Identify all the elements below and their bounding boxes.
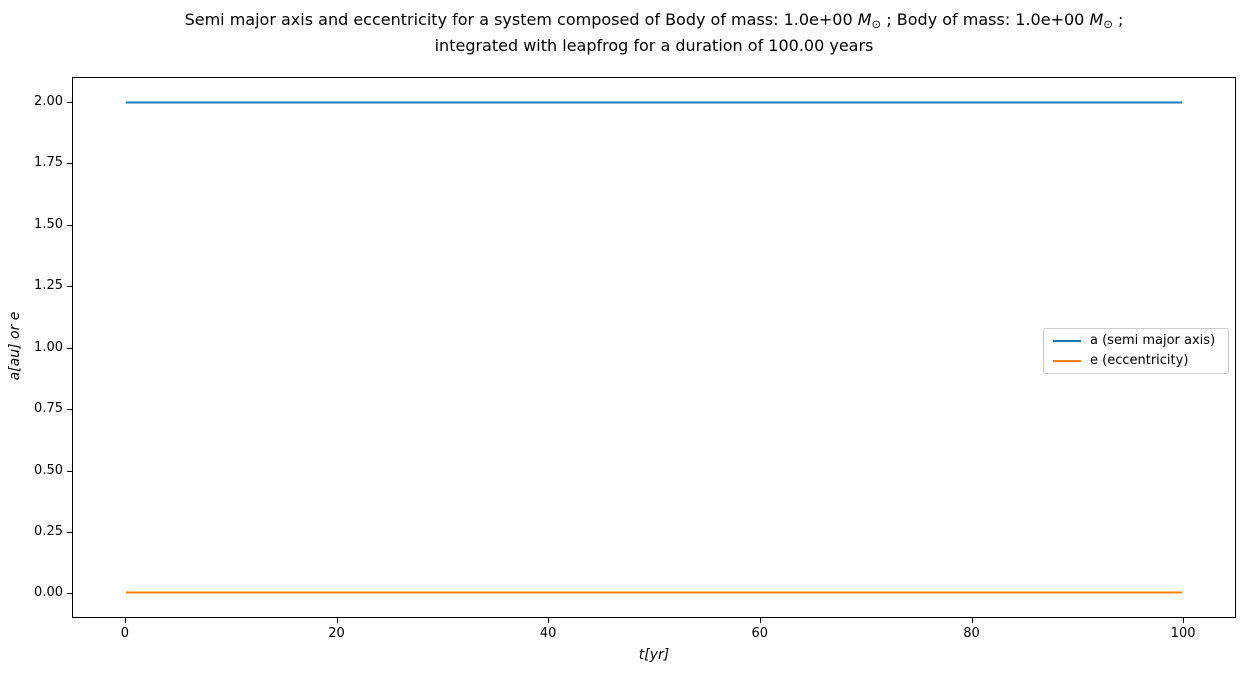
title-text-3: ;: [1112, 10, 1124, 29]
x-tick-mark: [336, 618, 338, 623]
y-tick-mark: [67, 593, 72, 595]
y-tick-label: 0.50: [34, 462, 63, 478]
y-tick-mark: [67, 224, 72, 226]
legend-label-a: a (semi major axis): [1090, 333, 1216, 348]
x-tick-label: 0: [120, 626, 130, 641]
legend-item-a: a (semi major axis): [1053, 333, 1228, 349]
x-tick-label: 20: [328, 626, 345, 641]
y-tick-label: 1.25: [34, 278, 63, 293]
y-tick-label: 0.00: [34, 585, 63, 601]
x-tick-mark: [124, 618, 126, 623]
x-tick-mark: [1183, 618, 1185, 623]
y-tick-label: 2.00: [34, 93, 63, 109]
x-tick-label: 60: [751, 626, 769, 641]
x-tick-mark: [971, 618, 973, 623]
y-tick-mark: [67, 470, 72, 472]
legend-line-swatch-a: [1053, 340, 1081, 342]
title-text-1: Semi major axis and eccentricity for a s…: [184, 10, 858, 29]
chart-title-line1: Semi major axis and eccentricity for a s…: [72, 9, 1236, 35]
y-tick-mark: [67, 347, 72, 349]
legend: a (semi major axis) e (eccentricity): [1043, 328, 1229, 374]
legend-label-e: e (eccentricity): [1090, 353, 1189, 368]
y-tick-label: 1.50: [34, 216, 63, 232]
y-tick-mark: [67, 101, 72, 103]
x-tick-label: 40: [539, 626, 557, 641]
y-tick-mark: [67, 409, 72, 410]
y-tick-label: 1.00: [34, 339, 63, 355]
chart-title: Semi major axis and eccentricity for a s…: [72, 9, 1236, 57]
y-tick-label: 0.75: [34, 401, 63, 416]
series-plot: [125, 101, 1183, 594]
x-tick-mark: [759, 618, 761, 623]
y-axis-label: a[au] or e: [7, 311, 23, 381]
y-tick-label: 0.25: [34, 523, 63, 539]
y-tick-mark: [67, 531, 72, 533]
solar-mass-symbol: M: [1089, 10, 1104, 29]
chart-title-line2: integrated with leapfrog for a duration …: [434, 35, 874, 55]
solar-mass-symbol: M: [857, 10, 872, 29]
x-axis-label: t[yr]: [638, 647, 670, 663]
sun-symbol: ⊙: [1103, 16, 1113, 31]
y-tick-label: 1.75: [34, 155, 63, 171]
legend-item-e: e (eccentricity): [1053, 353, 1228, 369]
y-tick-mark: [67, 163, 72, 165]
x-tick-mark: [548, 618, 550, 623]
sun-symbol: ⊙: [871, 16, 882, 31]
title-text-2: ; Body of mass: 1.0e+00: [881, 10, 1090, 29]
plot-area: [72, 77, 1236, 618]
x-tick-label: 80: [963, 626, 980, 641]
legend-line-swatch-e: [1053, 360, 1081, 362]
x-tick-label: 100: [1170, 626, 1196, 641]
y-tick-mark: [67, 286, 72, 287]
